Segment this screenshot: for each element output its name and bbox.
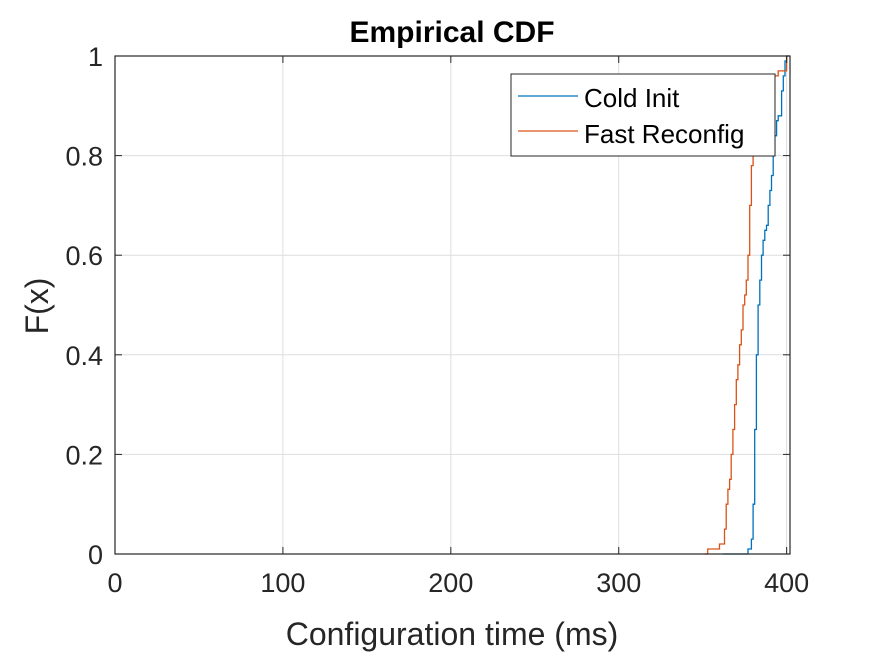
axis-ticks: 0 100 200 300 400 0 0.2 0.4 0.6 0.8 1 bbox=[65, 42, 809, 598]
legend-label-cold-init: Cold Init bbox=[584, 83, 680, 113]
x-tick-label: 100 bbox=[260, 568, 305, 598]
legend-label-fast-reconfig: Fast Reconfig bbox=[584, 119, 744, 149]
y-tick-label: 0.6 bbox=[65, 241, 103, 271]
y-tick-label: 0 bbox=[88, 540, 103, 570]
series-line-cold-init bbox=[722, 55, 789, 555]
x-axis-label: Configuration time (ms) bbox=[286, 616, 619, 652]
legend-box bbox=[510, 73, 776, 157]
y-tick-label: 1 bbox=[88, 42, 103, 72]
x-tick-label: 300 bbox=[596, 568, 641, 598]
y-tick-label: 0.8 bbox=[65, 142, 103, 172]
plot-area-frame bbox=[114, 55, 791, 555]
y-tick-label: 0.4 bbox=[65, 341, 103, 371]
legend: Cold Init Fast Reconfig bbox=[510, 73, 776, 157]
x-tick-label: 400 bbox=[764, 568, 809, 598]
x-tick-label: 200 bbox=[428, 568, 473, 598]
x-tick-label: 0 bbox=[107, 568, 122, 598]
y-axis-label: F(x) bbox=[19, 278, 55, 335]
chart-title: Empirical CDF bbox=[349, 16, 554, 49]
y-tick-label: 0.2 bbox=[65, 440, 103, 470]
